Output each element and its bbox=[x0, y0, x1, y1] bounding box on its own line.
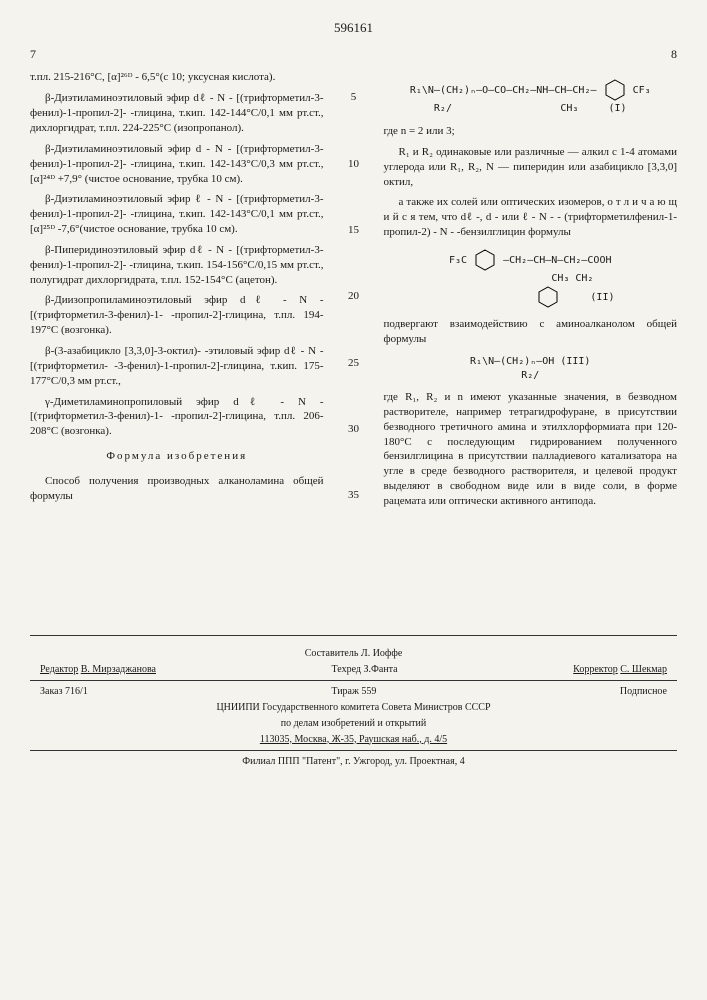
tech: Техред З.Фанта bbox=[332, 663, 398, 676]
para-9: Способ получения производных алканоламин… bbox=[30, 474, 324, 504]
credits-line: Редактор В. Мирзаджанова Техред З.Фанта … bbox=[30, 663, 677, 676]
compiler: Составитель Л. Иоффе bbox=[30, 647, 677, 660]
para-r1: где n = 2 или 3; bbox=[384, 124, 678, 139]
line-num: 30 bbox=[344, 422, 364, 436]
right-column: R₁\N—(CH₂)ₙ—O—CO—CH₂—NH—CH—CH₂— CF₃ R₂/ … bbox=[384, 70, 678, 554]
benzene-icon bbox=[603, 78, 627, 102]
para-r5: где R₁, R₂ и n имеют указанные значения,… bbox=[384, 390, 678, 509]
formula-1: R₁\N—(CH₂)ₙ—O—CO—CH₂—NH—CH—CH₂— CF₃ R₂/ … bbox=[384, 78, 678, 116]
para-5: β-Пиперидиноэтиловый эфир dℓ - N - [(три… bbox=[30, 243, 324, 288]
filial: Филиал ППП "Патент", г. Ужгород, ул. Про… bbox=[30, 755, 677, 768]
footer: Составитель Л. Иоффе Редактор В. Мирзадж… bbox=[30, 635, 677, 768]
para-r3: а также их солей или оптических изомеров… bbox=[384, 195, 678, 240]
para-2: β-Диэтиламиноэтиловый эфир dℓ - N - [(тр… bbox=[30, 91, 324, 136]
corrector: Корректор С. Шекмар bbox=[573, 663, 667, 676]
para-r4: подвергают взаимодействию с аминоалканол… bbox=[384, 317, 678, 347]
benzene-icon bbox=[473, 248, 497, 272]
formula-title: Формула изобретения bbox=[30, 449, 324, 464]
line-num: 15 bbox=[344, 223, 364, 237]
left-column: т.пл. 215-216°С, [α]²⁶ᴰ - 6,5°(с 10; укс… bbox=[30, 70, 324, 554]
para-7: β-(3-азабицикло [3,3,0]-3-октил)- -этило… bbox=[30, 344, 324, 389]
org2: по делам изобретений и открытий bbox=[30, 717, 677, 730]
benzene-icon bbox=[536, 285, 560, 309]
page-left: 7 bbox=[30, 47, 36, 63]
para-8: γ-Диметиламинопропиловый эфир dℓ - N - [… bbox=[30, 395, 324, 440]
para-3: β-Диэтиламиноэтиловый эфир d - N - [(три… bbox=[30, 142, 324, 187]
sub: Подписное bbox=[620, 685, 667, 698]
line-num: 5 bbox=[344, 90, 364, 104]
line-numbers: 5 10 15 20 25 30 35 bbox=[344, 70, 364, 554]
line-num: 35 bbox=[344, 488, 364, 502]
line-num: 20 bbox=[344, 289, 364, 303]
page-numbers: 7 8 bbox=[30, 47, 677, 63]
para-1: т.пл. 215-216°С, [α]²⁶ᴰ - 6,5°(с 10; укс… bbox=[30, 70, 324, 85]
document-number: 596161 bbox=[30, 20, 677, 37]
editor: Редактор В. Мирзаджанова bbox=[40, 663, 156, 676]
order-line: Заказ 716/1 Тираж 559 Подписное bbox=[30, 685, 677, 698]
line-num: 25 bbox=[344, 356, 364, 370]
line-num: 10 bbox=[344, 157, 364, 171]
order: Заказ 716/1 bbox=[40, 685, 88, 698]
org1: ЦНИИПИ Государственного комитета Совета … bbox=[30, 701, 677, 714]
para-r2: R₁ и R₂ одинаковые или различные — алкил… bbox=[384, 145, 678, 190]
formula-3: R₁\N—(CH₂)ₙ—OH (III) R₂/ bbox=[384, 355, 678, 382]
para-4: β-Диэтиламиноэтиловый эфир ℓ - N - [(три… bbox=[30, 192, 324, 237]
main-content: т.пл. 215-216°С, [α]²⁶ᴰ - 6,5°(с 10; укс… bbox=[30, 70, 677, 554]
formula-2: F₃C —CH₂—CH—N—CH₂—COOH CH₃ CH₂ (II) bbox=[384, 248, 678, 310]
addr: 113035, Москва, Ж-35, Раушская наб., д. … bbox=[30, 733, 677, 746]
para-6: β-Диизопропиламиноэтиловый эфир dℓ - N -… bbox=[30, 293, 324, 338]
tirage: Тираж 559 bbox=[331, 685, 376, 698]
page-right: 8 bbox=[671, 47, 677, 63]
